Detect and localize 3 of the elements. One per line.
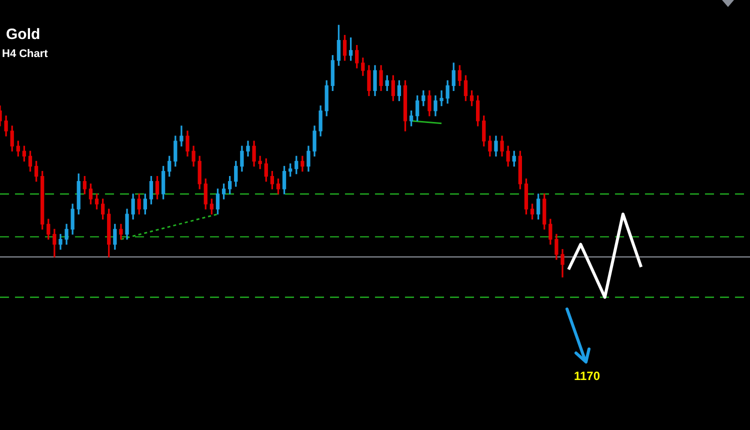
- text: H4 Chart: [2, 48, 48, 60]
- chart-title: Gold: [6, 26, 40, 43]
- text: 1170: [574, 369, 600, 383]
